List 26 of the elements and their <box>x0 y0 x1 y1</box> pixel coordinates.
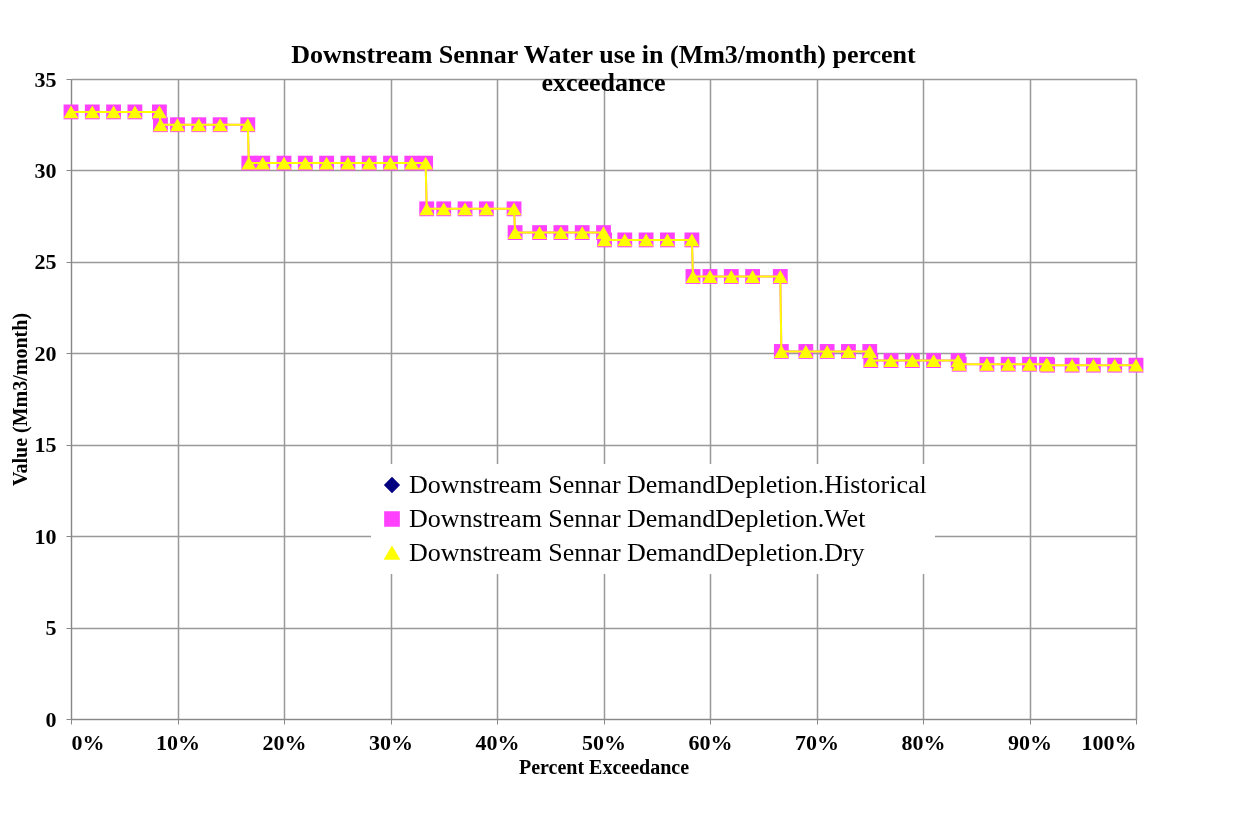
x-tick-label: 70% <box>795 729 839 755</box>
x-tick-label: 0% <box>71 729 105 755</box>
x-tick-label: 80% <box>901 729 946 755</box>
x-tick-label: 10% <box>156 729 200 755</box>
y-tick-label: 10 <box>34 523 57 549</box>
legend-label: Downstream Sennar DemandDepletion.Historical <box>409 470 927 499</box>
x-tick-label: 100% <box>1081 729 1137 755</box>
y-tick-label: 20 <box>34 340 57 366</box>
y-tick-label: 25 <box>34 249 57 275</box>
x-tick-label: 60% <box>688 729 733 755</box>
x-tick-label: 50% <box>582 729 626 755</box>
y-tick-label: 0 <box>45 706 57 732</box>
x-tick-label: 40% <box>475 729 520 755</box>
x-axis-title: Percent Exceedance <box>518 755 690 778</box>
text: Downstream Sennar Water use in (Mm3/month) percent <box>291 40 916 69</box>
y-tick-label: 35 <box>34 66 57 92</box>
legend-label: Downstream Sennar DemandDepletion.Wet <box>409 504 867 533</box>
x-tick-label: 30% <box>369 729 413 755</box>
x-tick-label: 90% <box>1008 729 1052 755</box>
y-axis-title: Value (Mm3/month) <box>8 312 32 487</box>
y-tick-label: 30 <box>34 157 57 183</box>
text: exceedance <box>541 68 666 97</box>
legend-label: Downstream Sennar DemandDepletion.Dry <box>409 538 865 567</box>
x-tick-label: 20% <box>262 729 307 755</box>
y-tick-label: 15 <box>34 432 57 458</box>
y-tick-label: 5 <box>45 615 57 641</box>
